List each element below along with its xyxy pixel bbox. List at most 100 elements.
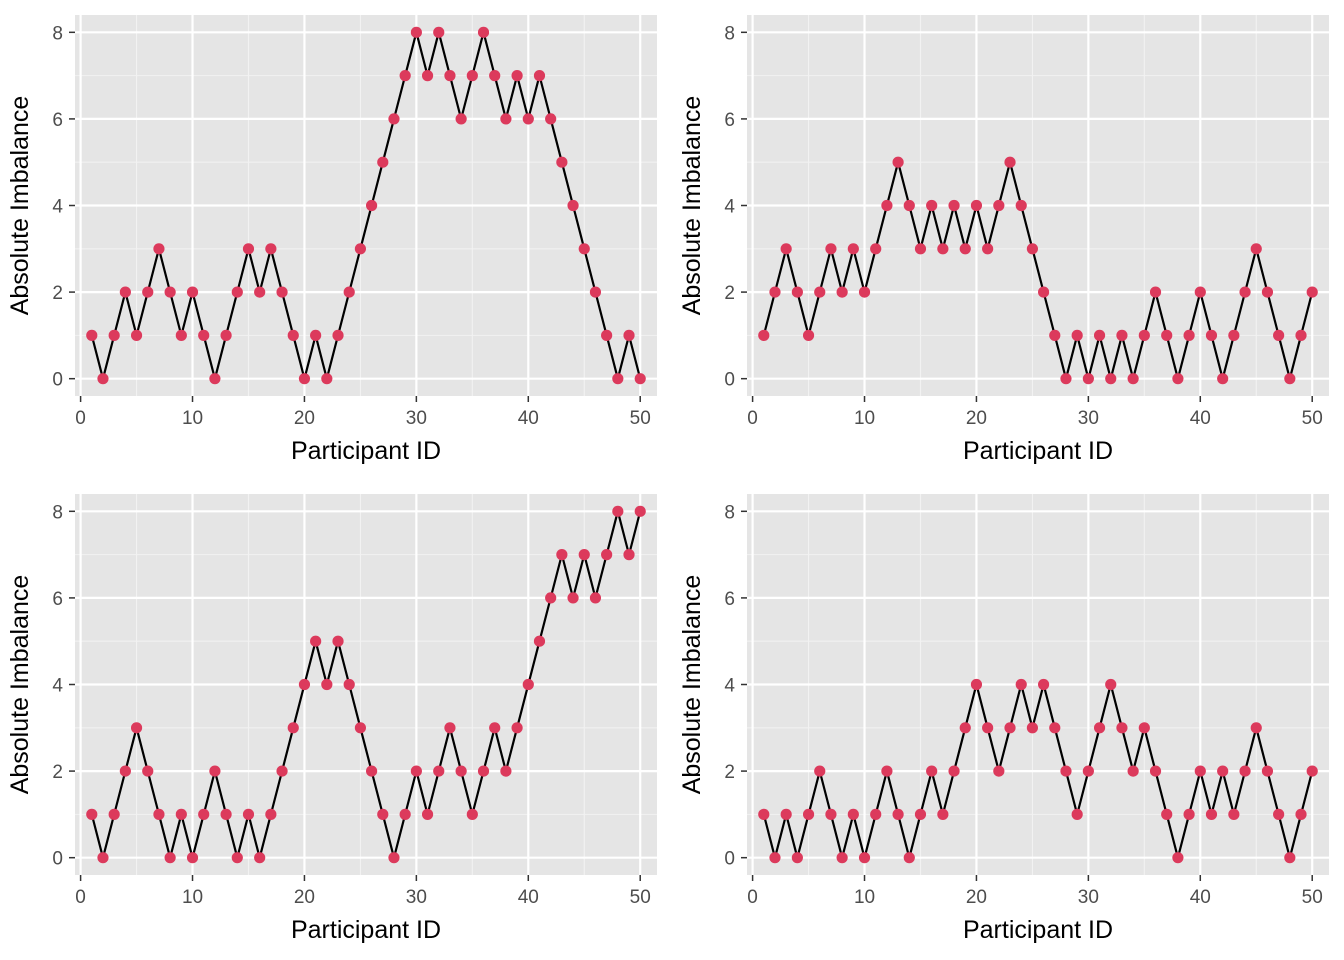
series-line: [90, 31, 642, 380]
data-point: [1228, 808, 1240, 820]
data-point: [993, 765, 1005, 777]
data-point: [948, 765, 960, 777]
data-point: [1295, 808, 1307, 820]
data-point: [1149, 765, 1162, 777]
data-point: [1037, 286, 1050, 298]
data-point: [119, 765, 131, 777]
data-point: [1037, 678, 1050, 691]
x-tick-label: 20: [294, 887, 315, 908]
data-point: [959, 243, 971, 255]
data-point: [130, 329, 143, 341]
y-axis-title: Absolute Imbalance: [6, 96, 34, 316]
data-point: [287, 329, 299, 341]
series-line: [90, 510, 642, 859]
data-point: [365, 199, 378, 212]
data-point: [970, 678, 983, 691]
y-tick-label: 6: [52, 589, 63, 610]
data-point: [1239, 286, 1251, 298]
data-point: [612, 505, 624, 517]
data-point: [1217, 765, 1229, 777]
data-point: [601, 549, 613, 561]
data-point: [858, 286, 871, 298]
data-point: [298, 373, 311, 385]
x-tick-label: 30: [406, 887, 427, 908]
data-point: [500, 113, 512, 125]
data-point: [1261, 765, 1274, 777]
data-point: [1284, 852, 1296, 864]
data-point: [589, 592, 602, 604]
data-point: [1295, 329, 1307, 341]
data-point: [612, 373, 624, 385]
data-point: [1026, 243, 1039, 255]
data-point: [1183, 808, 1195, 820]
data-point: [1306, 286, 1318, 298]
data-point: [489, 70, 501, 82]
data-point: [914, 808, 927, 820]
data-point: [466, 70, 478, 82]
data-point: [321, 678, 333, 691]
data-point: [511, 70, 523, 82]
data-point: [589, 286, 602, 298]
data-point: [1071, 329, 1083, 341]
x-tick-label: 50: [630, 887, 651, 908]
data-point: [914, 243, 927, 255]
data-point: [130, 722, 143, 734]
y-axis-title: Absolute Imbalance: [678, 96, 706, 316]
data-point: [1127, 765, 1139, 777]
data-point: [388, 113, 400, 125]
y-tick-label: 4: [724, 676, 735, 697]
y-tick-label: 0: [52, 370, 63, 391]
x-tick-label: 20: [966, 408, 987, 429]
data-point: [343, 286, 355, 298]
data-point: [466, 808, 478, 820]
data-point: [343, 678, 355, 691]
data-point: [791, 286, 803, 298]
data-point: [847, 243, 859, 255]
data-point: [186, 286, 199, 298]
panel-3: 0 10 20 30 40 50 0 2 4 6 8 Participant ID Absolute I…: [6, 494, 657, 944]
y-tick-label: 6: [52, 110, 63, 131]
data-point: [881, 765, 893, 777]
data-point: [1239, 765, 1251, 777]
data-point: [164, 286, 176, 298]
data-point: [86, 808, 98, 820]
data-point: [310, 329, 322, 341]
x-tick-label: 50: [630, 408, 651, 429]
data-point: [399, 808, 411, 820]
data-point: [533, 70, 546, 82]
data-point: [870, 808, 882, 820]
y-tick-label: 6: [724, 589, 735, 610]
data-point: [175, 329, 187, 341]
x-axis-title: Participant ID: [291, 916, 441, 944]
y-tick-label: 2: [724, 283, 735, 304]
data-point: [556, 549, 568, 561]
data-point: [1273, 808, 1285, 820]
data-point: [1004, 156, 1016, 168]
data-point: [198, 329, 210, 341]
y-tick-label: 4: [52, 197, 63, 218]
data-point: [287, 722, 299, 734]
data-point: [780, 243, 792, 255]
data-point: [231, 852, 243, 864]
data-point: [1105, 373, 1117, 385]
data-point: [926, 199, 938, 212]
data-point: [1161, 808, 1173, 820]
x-tick-label: 40: [518, 887, 539, 908]
x-tick-label: 40: [1190, 408, 1211, 429]
data-point: [847, 808, 859, 820]
data-point: [1194, 765, 1206, 777]
data-point: [421, 70, 434, 82]
x-tick-label: 0: [75, 408, 86, 429]
x-tick-label: 10: [182, 887, 203, 908]
data-point: [937, 243, 949, 255]
x-tick-label: 40: [518, 408, 539, 429]
data-point: [377, 156, 389, 168]
data-point: [1049, 722, 1061, 734]
x-tick-label: 50: [1302, 887, 1323, 908]
data-point: [220, 329, 232, 341]
x-tick-label: 30: [406, 408, 427, 429]
data-point: [814, 286, 826, 298]
x-tick-label: 20: [294, 408, 315, 429]
x-tick-label: 20: [966, 887, 987, 908]
